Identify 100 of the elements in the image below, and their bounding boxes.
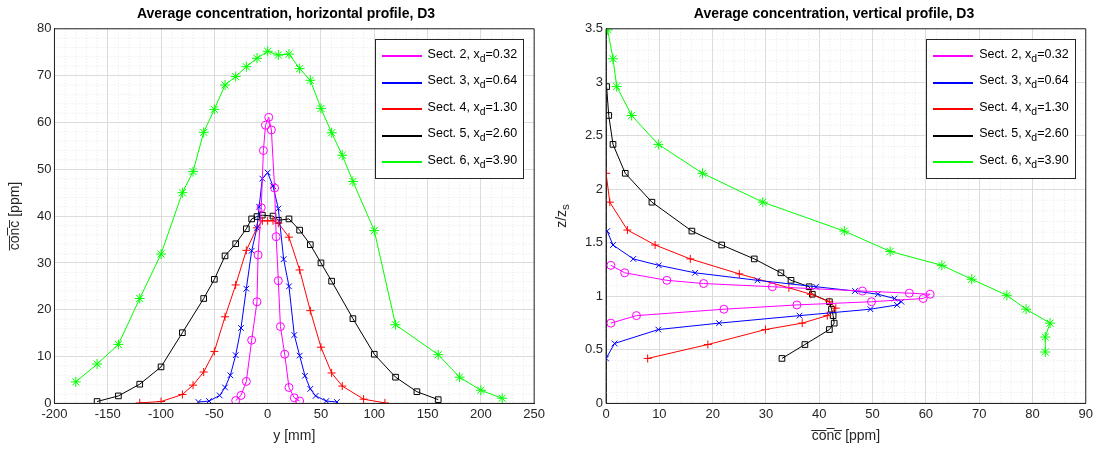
point <box>347 175 359 187</box>
point <box>275 322 285 332</box>
x-tick-label: 70 <box>971 405 987 421</box>
point <box>734 269 744 279</box>
x-tick-label: 50 <box>865 405 880 421</box>
legend-label: Sect. 6, x$_{d}$=3.90 <box>427 151 518 172</box>
point <box>609 141 617 148</box>
point <box>240 61 252 73</box>
point <box>1039 346 1051 358</box>
point <box>434 396 442 403</box>
point <box>626 109 638 121</box>
point <box>368 225 380 237</box>
point <box>294 63 306 75</box>
point <box>475 384 487 396</box>
x-tick-label: 250 <box>523 405 546 421</box>
point <box>312 392 319 400</box>
point <box>703 340 713 350</box>
point <box>179 329 186 337</box>
point <box>280 349 290 359</box>
y-tick-label: 0.5 <box>584 341 604 357</box>
point <box>1039 331 1051 343</box>
point <box>241 245 251 255</box>
point <box>247 335 257 345</box>
x-tick-label: -50 <box>204 405 224 421</box>
y-tick-label: 20 <box>36 301 52 317</box>
legend-label: Sect. 5, x$_{d}$=2.60 <box>427 125 518 145</box>
y-tick-label: 3 <box>595 73 604 89</box>
y-tick-label: 3.5 <box>584 20 604 36</box>
point <box>432 349 444 361</box>
point <box>284 382 294 392</box>
y-axis-title: c̅o̅n̅c̅ [ppm] <box>6 181 22 251</box>
point <box>155 248 167 260</box>
point <box>243 285 250 293</box>
point <box>715 319 723 327</box>
point <box>648 198 656 206</box>
x-tick-label: 0 <box>264 405 272 421</box>
point <box>269 212 277 220</box>
point <box>93 398 101 404</box>
point <box>413 388 421 396</box>
point <box>91 358 103 370</box>
point <box>306 241 314 248</box>
x-tick-label: 10 <box>652 405 667 421</box>
point <box>231 396 241 404</box>
point <box>216 392 224 399</box>
point <box>273 276 283 286</box>
point <box>867 297 877 307</box>
point <box>274 205 282 212</box>
point <box>157 363 165 371</box>
point <box>200 295 208 302</box>
point <box>70 376 82 388</box>
point <box>199 367 209 377</box>
point <box>857 286 867 296</box>
legend-label: Sect. 6, x$_{d}$=3.90 <box>979 151 1069 172</box>
point <box>719 304 729 314</box>
point <box>643 353 653 363</box>
x-tick-label: 50 <box>313 405 329 421</box>
point <box>392 373 399 381</box>
point <box>760 325 770 335</box>
point <box>874 290 882 298</box>
x-tick-label: -100 <box>148 405 175 421</box>
point <box>611 81 623 93</box>
point <box>316 342 326 352</box>
point <box>826 326 833 333</box>
point <box>805 283 813 291</box>
y-tick-label: 2.5 <box>584 127 604 143</box>
point <box>272 49 284 61</box>
point <box>284 232 294 242</box>
x-tick-label: 150 <box>416 405 439 421</box>
point <box>925 289 935 299</box>
y-tick-label: 0 <box>595 394 604 410</box>
point <box>248 215 255 223</box>
point <box>177 390 187 399</box>
point <box>315 102 327 114</box>
point <box>231 280 241 290</box>
y-tick-label: 1.5 <box>584 234 604 250</box>
point <box>918 294 928 304</box>
legend-label: Sect. 2, x$_{d}$=0.32 <box>427 45 518 66</box>
point <box>258 146 268 156</box>
point <box>195 398 202 404</box>
point <box>289 393 299 403</box>
point <box>156 397 166 404</box>
point <box>787 276 795 284</box>
point <box>792 300 802 310</box>
point <box>370 350 378 358</box>
point <box>261 120 271 130</box>
point <box>285 283 293 290</box>
point <box>867 305 874 313</box>
point <box>251 52 263 64</box>
point <box>230 71 242 83</box>
point <box>801 341 809 348</box>
x-tick-label: 20 <box>705 405 720 421</box>
point <box>831 303 841 313</box>
point <box>305 306 315 316</box>
point <box>208 103 220 115</box>
x-tick-label: 80 <box>1025 405 1040 421</box>
point <box>966 273 978 285</box>
point <box>629 255 637 263</box>
point <box>829 312 837 319</box>
point <box>622 225 632 235</box>
point <box>290 331 298 339</box>
